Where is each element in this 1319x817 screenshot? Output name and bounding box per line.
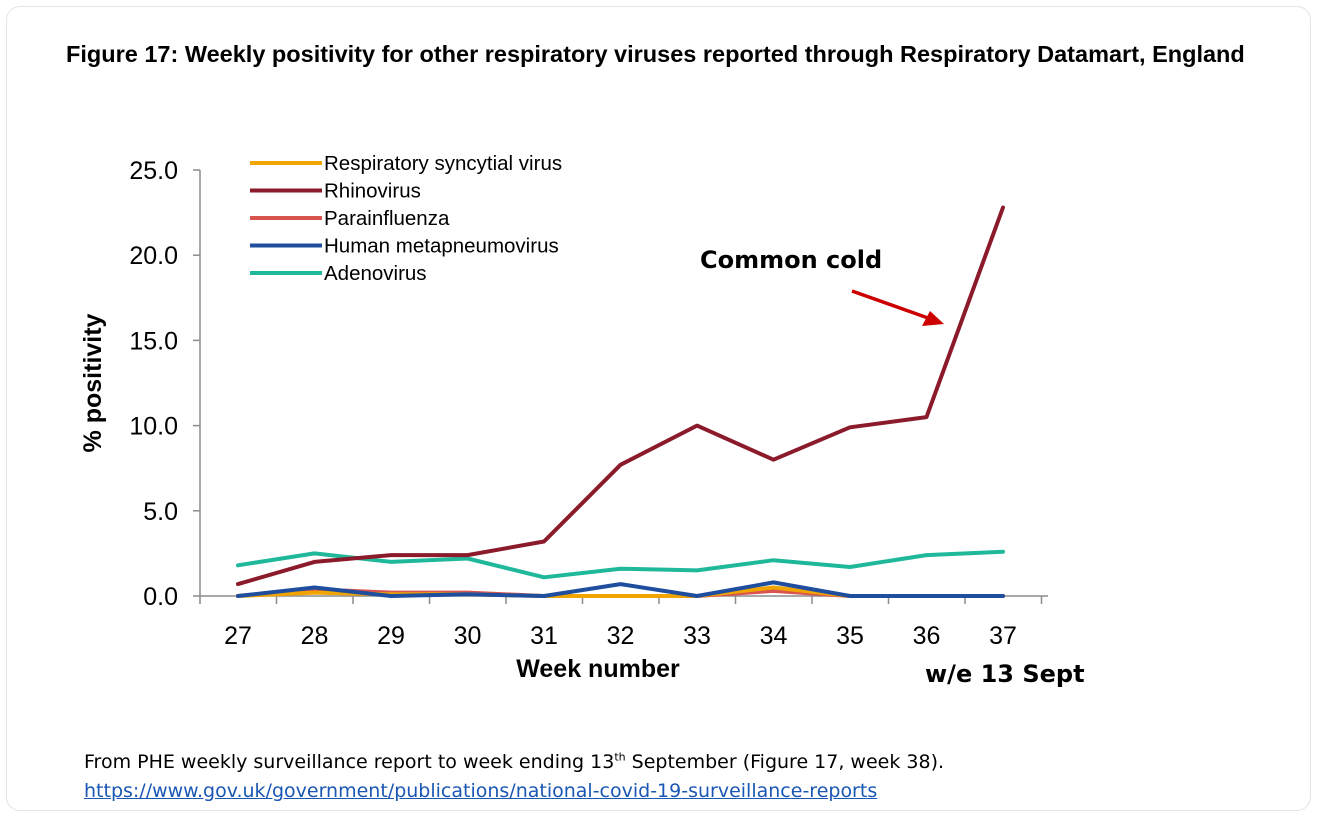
x-tick-label: 30	[454, 622, 482, 650]
x-tick-label: 28	[301, 622, 329, 650]
y-tick-label: 20.0	[129, 242, 178, 270]
legend-label: Human metapneumovirus	[324, 235, 559, 258]
chart-axes: 0.0 5.0 10.0 15.0 20.0 25.0 27 28 29 30 31 32 33 34 35…	[129, 157, 1048, 650]
x-tick-label: 31	[530, 622, 558, 650]
x-tick-label: 36	[913, 622, 941, 650]
legend-label: Rhinovirus	[324, 180, 421, 203]
y-tick-label: 0.0	[143, 583, 178, 611]
chart-labels: Week number % positivity Common cold w/e 13…	[79, 246, 1085, 688]
annotation-arrowhead	[922, 311, 944, 326]
chart-legend: Respiratory syncytial virus Rhinovirus Par…	[250, 152, 562, 285]
y-tick-label: 10.0	[129, 413, 178, 441]
x-tick-label: 29	[377, 622, 405, 650]
series-line-adenovirus	[236, 549, 1005, 580]
caption-text-after: September (Figure 17, week 38).	[625, 751, 945, 773]
annotation-common-cold: Common cold	[700, 246, 882, 274]
legend-label: Parainfluenza	[324, 207, 450, 230]
x-tick-label: 27	[224, 622, 252, 650]
x-tick-label: 34	[760, 622, 788, 650]
annotation-arrow	[851, 289, 929, 320]
x-tick-label: 33	[683, 622, 711, 650]
y-tick-label: 5.0	[143, 498, 178, 526]
x-axis-label: Week number	[516, 655, 680, 683]
line-chart: 0.0 5.0 10.0 15.0 20.0 25.0 27 28 29 30 31 32 33 34 35…	[79, 152, 1085, 688]
caption-superscript: th	[614, 750, 626, 764]
source-caption: From PHE weekly surveillance report to w…	[84, 747, 944, 777]
x-tick-label: 37	[989, 622, 1017, 650]
legend-label: Respiratory syncytial virus	[324, 152, 562, 175]
legend-label: Adenovirus	[324, 262, 427, 285]
chart-series	[236, 205, 1005, 598]
y-tick-label: 25.0	[129, 157, 178, 185]
x-tick-label: 35	[836, 622, 864, 650]
figure-title: Figure 17: Weekly positivity for other r…	[66, 41, 1245, 67]
figure-card	[6, 6, 1311, 811]
x-tick-label: 32	[607, 622, 635, 650]
y-axis-label: % positivity	[79, 313, 107, 452]
caption-text-before: From PHE weekly surveillance report to w…	[84, 751, 615, 773]
series-line-human-metapneumovirus	[236, 580, 1005, 598]
series-line-rhinovirus	[236, 205, 1005, 587]
annotation-week-ending: w/e 13 Sept	[925, 660, 1085, 688]
y-tick-label: 15.0	[129, 327, 178, 355]
source-link[interactable]: https://www.gov.uk/government/publicatio…	[84, 780, 878, 802]
